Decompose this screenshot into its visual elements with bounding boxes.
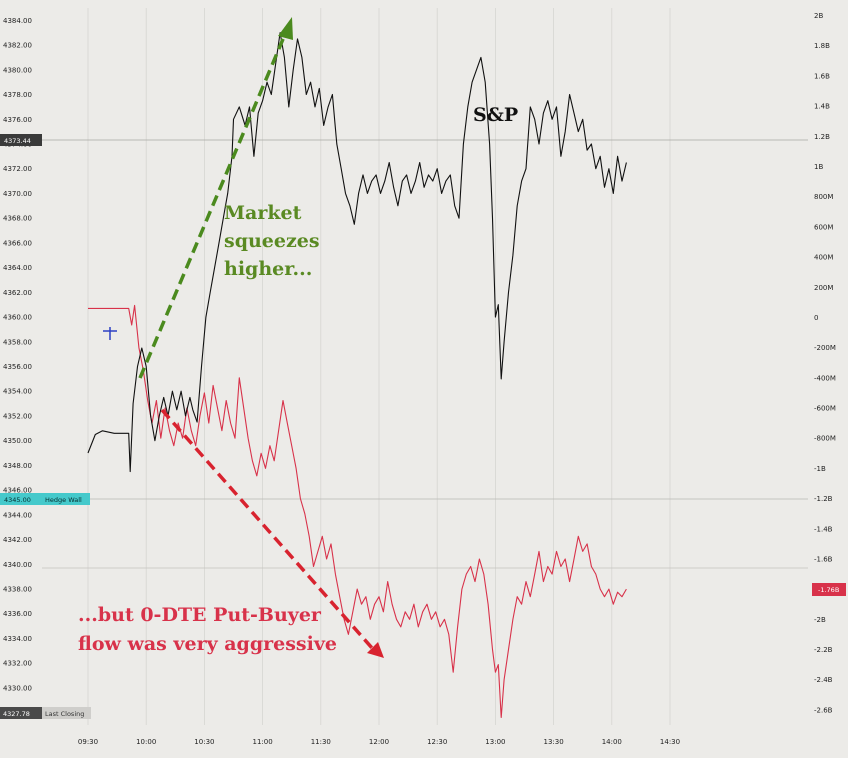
green-arrow — [138, 17, 293, 379]
right-tick-label: 1.8B — [814, 42, 830, 50]
right-tick-label: -2.4B — [814, 676, 833, 684]
right-tick-label: -600M — [814, 405, 836, 413]
left-tick-label: 4348.00 — [3, 462, 32, 470]
svg-text:...but 0-DTE Put-Buyer: ...but 0-DTE Put-Buyer — [78, 604, 322, 626]
x-tick-label: 10:00 — [136, 738, 156, 746]
left-tick-label: 4370.00 — [3, 190, 32, 198]
flow-series-line — [88, 304, 627, 719]
x-tick-label: 10:30 — [194, 738, 214, 746]
svg-text:Last Closing: Last Closing — [45, 710, 84, 718]
right-tick-label: 1.6B — [814, 72, 830, 80]
hedge-wall-tag: 4345.00 Hedge Wall — [0, 493, 90, 505]
right-tick-label: -1B — [814, 465, 826, 473]
left-tick-label: 4368.00 — [3, 215, 32, 223]
sp-series-line — [87, 32, 627, 473]
sp-label: S&P — [473, 104, 518, 126]
right-tick-label: -2B — [814, 616, 826, 624]
left-tick-label: 4332.00 — [3, 660, 32, 668]
right-tick-label: 800M — [814, 193, 833, 201]
x-tick-label: 12:30 — [427, 738, 447, 746]
svg-text:4373.44: 4373.44 — [4, 137, 31, 145]
svg-text:flow was very aggressive: flow was very aggressive — [78, 633, 337, 655]
left-tick-label: 4344.00 — [3, 511, 32, 519]
right-tick-label: -200M — [814, 344, 836, 352]
left-tick-label: 4342.00 — [3, 536, 32, 544]
svg-text:Market: Market — [224, 202, 302, 224]
right-current-tag: -1.76B — [812, 583, 846, 596]
x-tick-label: 12:00 — [369, 738, 389, 746]
left-tick-label: 4378.00 — [3, 91, 32, 99]
left-tick-label: 4366.00 — [3, 239, 32, 247]
left-tick-label: 4338.00 — [3, 586, 32, 594]
left-tick-label: 4356.00 — [3, 363, 32, 371]
left-tick-label: 4384.00 — [3, 17, 32, 25]
x-tick-label: 13:30 — [544, 738, 564, 746]
x-tick-label: 14:30 — [660, 738, 680, 746]
left-tick-label: 4376.00 — [3, 116, 32, 124]
right-tick-label: 1.4B — [814, 103, 830, 111]
svg-text:squeezes: squeezes — [224, 230, 320, 252]
left-tick-label: 4352.00 — [3, 412, 32, 420]
right-tick-label: 1B — [814, 163, 823, 171]
left-tick-label: 4334.00 — [3, 635, 32, 643]
right-tick-label: -2.6B — [814, 706, 833, 714]
left-tick-label: 4360.00 — [3, 314, 32, 322]
right-tick-label: -1.4B — [814, 525, 833, 533]
right-tick-label: 2B — [814, 12, 823, 20]
right-tick-label: -1.6B — [814, 555, 833, 563]
right-tick-label: -1.2B — [814, 495, 833, 503]
left-current-tag: 4373.44 — [0, 134, 42, 146]
svg-text:4345.00: 4345.00 — [4, 496, 31, 504]
left-tick-label: 4330.00 — [3, 684, 32, 692]
right-tick-label: 400M — [814, 254, 833, 262]
x-tick-label: 11:00 — [253, 738, 273, 746]
green-annotation: Market squeezes higher... — [224, 202, 320, 280]
right-tick-label: -2.2B — [814, 646, 833, 654]
left-axis: 4384.004382.004380.004378.004376.004374.… — [3, 17, 32, 717]
left-tick-label: 4354.00 — [3, 388, 32, 396]
svg-text:-1.76B: -1.76B — [818, 586, 839, 594]
left-tick-label: 4380.00 — [3, 66, 32, 74]
left-tick-label: 4382.00 — [3, 42, 32, 50]
right-tick-label: 0 — [814, 314, 818, 322]
left-tick-label: 4358.00 — [3, 338, 32, 346]
x-axis: 09:30 10:00 10:30 11:00 11:30 12:00 12:30 13:00… — [78, 738, 680, 746]
last-closing-tag: 4327.78 Last Closing — [0, 707, 91, 719]
left-tick-label: 4336.00 — [3, 610, 32, 618]
svg-text:higher...: higher... — [224, 258, 312, 280]
left-tick-label: 4340.00 — [3, 561, 32, 569]
left-tick-label: 4350.00 — [3, 437, 32, 445]
svg-text:4327.78: 4327.78 — [3, 710, 30, 718]
cursor-marker — [103, 327, 117, 340]
right-tick-label: -400M — [814, 374, 836, 382]
right-tick-label: -800M — [814, 435, 836, 443]
left-tick-label: 4362.00 — [3, 289, 32, 297]
red-arrow — [160, 408, 384, 658]
x-tick-label: 13:00 — [485, 738, 505, 746]
left-tick-label: 4372.00 — [3, 165, 32, 173]
right-tick-label: 600M — [814, 223, 833, 231]
right-tick-label: 200M — [814, 284, 833, 292]
red-annotation: ...but 0-DTE Put-Buyer flow was very agg… — [78, 604, 337, 655]
left-tick-label: 4346.00 — [3, 487, 32, 495]
x-tick-label: 11:30 — [311, 738, 331, 746]
right-tick-label: 1.2B — [814, 133, 830, 141]
svg-text:Hedge Wall: Hedge Wall — [45, 496, 82, 504]
left-tick-label: 4364.00 — [3, 264, 32, 272]
x-tick-label: 09:30 — [78, 738, 98, 746]
x-tick-label: 14:00 — [602, 738, 622, 746]
